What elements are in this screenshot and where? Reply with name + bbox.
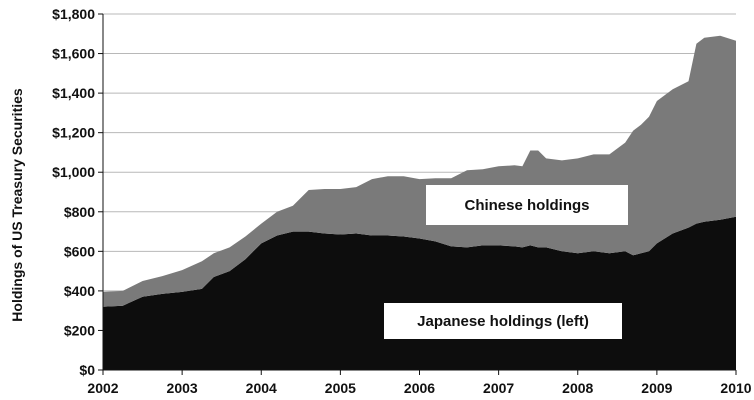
y-tick-label: $600: [64, 243, 95, 259]
y-tick-labels: $0 $200 $400 $600 $800 $1,000 $1,200 $1,400 $1,6…: [52, 6, 95, 378]
y-tick-label: $400: [64, 283, 95, 299]
x-tick-label: 2004: [246, 380, 277, 396]
x-tick-label: 2007: [483, 380, 514, 396]
y-tick-label: $0: [79, 362, 95, 378]
x-tick-labels: 2002 2003 2004 2005 2006 2007 2008 2009 2010: [87, 380, 751, 396]
x-tick-label: 2005: [325, 380, 356, 396]
area-chinese-holdings: [103, 35, 736, 307]
x-tick-label: 2002: [87, 380, 118, 396]
x-tick-label: 2010: [720, 380, 751, 396]
japanese-holdings-label: Japanese holdings (left): [417, 313, 589, 330]
y-tick-label: $1,400: [52, 85, 95, 101]
japanese-holdings-label-group: Japanese holdings (left): [384, 303, 622, 339]
y-tick-label: $1,800: [52, 6, 95, 22]
x-tick-label: 2003: [167, 380, 198, 396]
x-tick-label: 2009: [641, 380, 672, 396]
y-tick-label: $200: [64, 322, 95, 338]
axes: [98, 13, 737, 375]
y-tick-label: $1,200: [52, 125, 95, 141]
chinese-holdings-label-group: Chinese holdings: [426, 185, 628, 225]
chinese-holdings-label-box: [426, 185, 628, 225]
japanese-holdings-label-box: [384, 303, 622, 339]
y-tick-label: $1,000: [52, 164, 95, 180]
y-tick-label: $1,600: [52, 46, 95, 62]
y-tick-label: $800: [64, 204, 95, 220]
x-tick-label: 2006: [404, 380, 435, 396]
y-axis-label: Holdings of US Treasury Securities: [9, 88, 25, 322]
x-tick-label: 2008: [562, 380, 593, 396]
chinese-holdings-label: Chinese holdings: [464, 197, 589, 214]
